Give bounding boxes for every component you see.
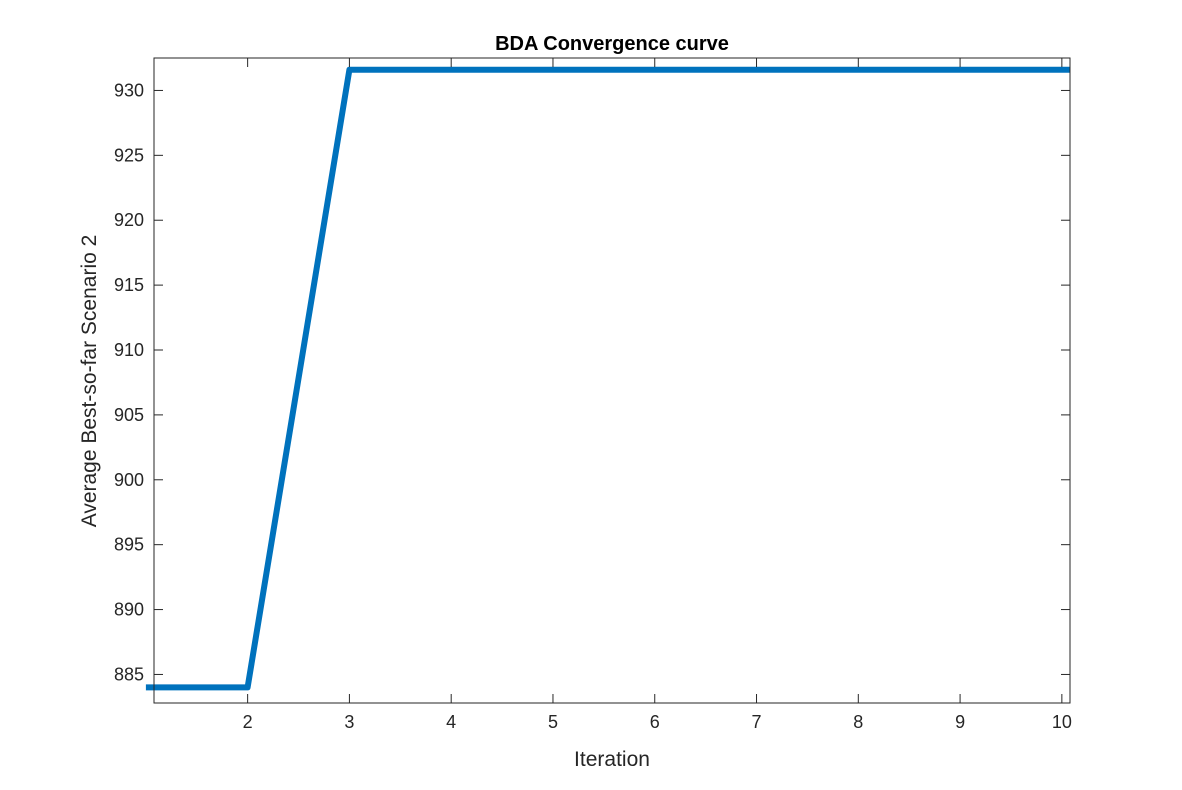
x-tick-label: 5 <box>548 712 558 732</box>
series-line <box>145 66 1070 691</box>
y-tick-label: 895 <box>114 535 144 555</box>
chart-title: BDA Convergence curve <box>495 33 729 55</box>
x-axis-label: Iteration <box>574 748 650 771</box>
y-tick-label: 905 <box>114 405 144 425</box>
y-tick-label: 885 <box>114 664 144 684</box>
y-tick-label: 915 <box>114 275 144 295</box>
y-tick-label: 925 <box>114 145 144 165</box>
y-tick-label: 920 <box>114 210 144 230</box>
y-tick-label: 900 <box>114 470 144 490</box>
x-tick-label: 6 <box>650 712 660 732</box>
x-tick-label: 4 <box>446 712 456 732</box>
y-axis-label: Average Best-so-far Scenario 2 <box>78 235 101 528</box>
y-tick-label: 890 <box>114 600 144 620</box>
plot-background <box>154 58 1070 703</box>
y-tick-label: 910 <box>114 340 144 360</box>
x-tick-label: 8 <box>853 712 863 732</box>
y-tick-label: 930 <box>114 80 144 100</box>
x-tick-label: 2 <box>243 712 253 732</box>
x-tick-label: 9 <box>955 712 965 732</box>
x-tick-label: 3 <box>344 712 354 732</box>
x-tick-label: 7 <box>752 712 762 732</box>
plot-frame <box>153 57 1071 704</box>
x-tick-label: 10 <box>1052 712 1072 732</box>
